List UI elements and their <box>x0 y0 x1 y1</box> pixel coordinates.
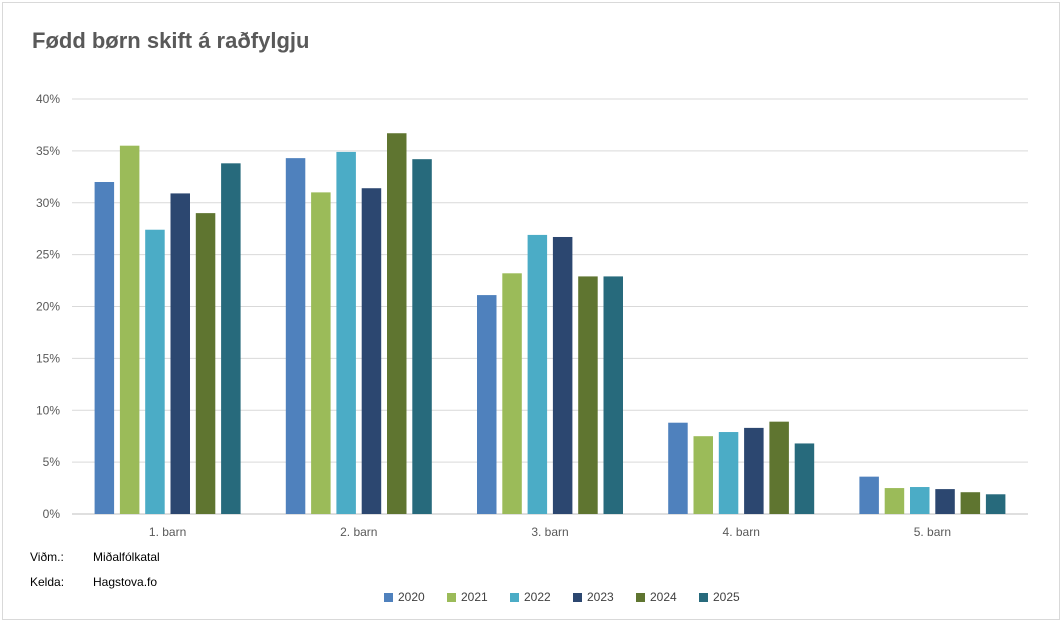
bar-2025-2 <box>412 159 432 515</box>
bar-2024-5 <box>960 492 981 514</box>
x-category-label: 1. barn <box>149 525 186 539</box>
y-tick-label: 30% <box>36 196 60 210</box>
legend-label: 2020 <box>398 590 425 604</box>
legend-label: 2024 <box>650 590 677 604</box>
legend-item-2021: 2021 <box>447 590 488 604</box>
y-tick-label: 40% <box>36 92 60 106</box>
y-tick-label: 15% <box>36 351 60 365</box>
bar-2025-5 <box>985 494 1006 514</box>
legend-swatch <box>636 592 645 602</box>
bar-2020-4 <box>668 422 688 514</box>
bar-2022-1 <box>145 229 165 514</box>
x-category-label: 3. barn <box>531 525 568 539</box>
legend-item-2023: 2023 <box>573 590 614 604</box>
bar-2024-2 <box>387 133 407 515</box>
legend-swatch <box>573 592 582 602</box>
unit-value: Miðalfólkatal <box>93 550 160 564</box>
y-tick-label: 25% <box>36 248 60 262</box>
unit-label: Viðm.: <box>30 550 64 564</box>
bar-2021-1 <box>119 145 140 514</box>
bar-2020-5 <box>859 476 879 514</box>
legend-item-2022: 2022 <box>510 590 551 604</box>
x-category-label: 4. barn <box>723 525 760 539</box>
bar-2021-5 <box>884 488 905 514</box>
bar-2023-1 <box>170 193 190 514</box>
bar-2022-5 <box>910 487 930 514</box>
source-value: Hagstova.fo <box>93 575 158 589</box>
legend-label: 2021 <box>461 590 488 604</box>
bar-2025-1 <box>221 163 241 514</box>
bar-2023-3 <box>552 236 573 515</box>
bar-2022-2 <box>336 151 356 514</box>
bar-2021-2 <box>311 192 331 514</box>
legend-swatch <box>384 592 393 602</box>
legend-swatch <box>699 592 708 602</box>
legend-label: 2023 <box>587 590 614 604</box>
bar-2021-3 <box>502 273 522 514</box>
x-category-label: 5. barn <box>914 525 951 539</box>
legend-item-2024: 2024 <box>636 590 677 604</box>
source-label: Kelda: <box>30 575 65 589</box>
chart-legend: 2020 2021 2022 2023 2024 2025 <box>0 590 1064 608</box>
legend-label: 2022 <box>524 590 551 604</box>
bar-2020-1 <box>94 182 115 514</box>
bar-2022-3 <box>527 234 548 514</box>
legend-swatch <box>447 592 456 602</box>
legend-swatch <box>510 592 519 602</box>
bar-2022-4 <box>718 432 739 514</box>
chart-title: Fødd børn skift á raðfylgju <box>32 28 310 53</box>
bar-2024-3 <box>578 276 598 514</box>
bar-2025-4 <box>794 443 815 514</box>
bar-2023-5 <box>935 489 955 514</box>
legend-item-2020: 2020 <box>384 590 425 604</box>
y-tick-label: 35% <box>36 144 60 158</box>
bar-2024-1 <box>195 213 216 514</box>
y-tick-label: 0% <box>43 507 61 521</box>
bar-2023-2 <box>361 188 382 514</box>
y-tick-label: 20% <box>36 300 60 314</box>
y-tick-label: 5% <box>43 455 61 469</box>
bar-2025-3 <box>603 276 623 514</box>
legend-item-2025: 2025 <box>699 590 740 604</box>
bar-2024-4 <box>769 421 789 514</box>
x-category-label: 2. barn <box>340 525 377 539</box>
y-tick-label: 10% <box>36 403 60 417</box>
bar-2020-2 <box>285 158 306 514</box>
bar-2021-4 <box>693 436 713 514</box>
bar-2020-3 <box>477 295 497 514</box>
bar-2023-4 <box>744 427 764 514</box>
legend-label: 2025 <box>713 590 740 604</box>
